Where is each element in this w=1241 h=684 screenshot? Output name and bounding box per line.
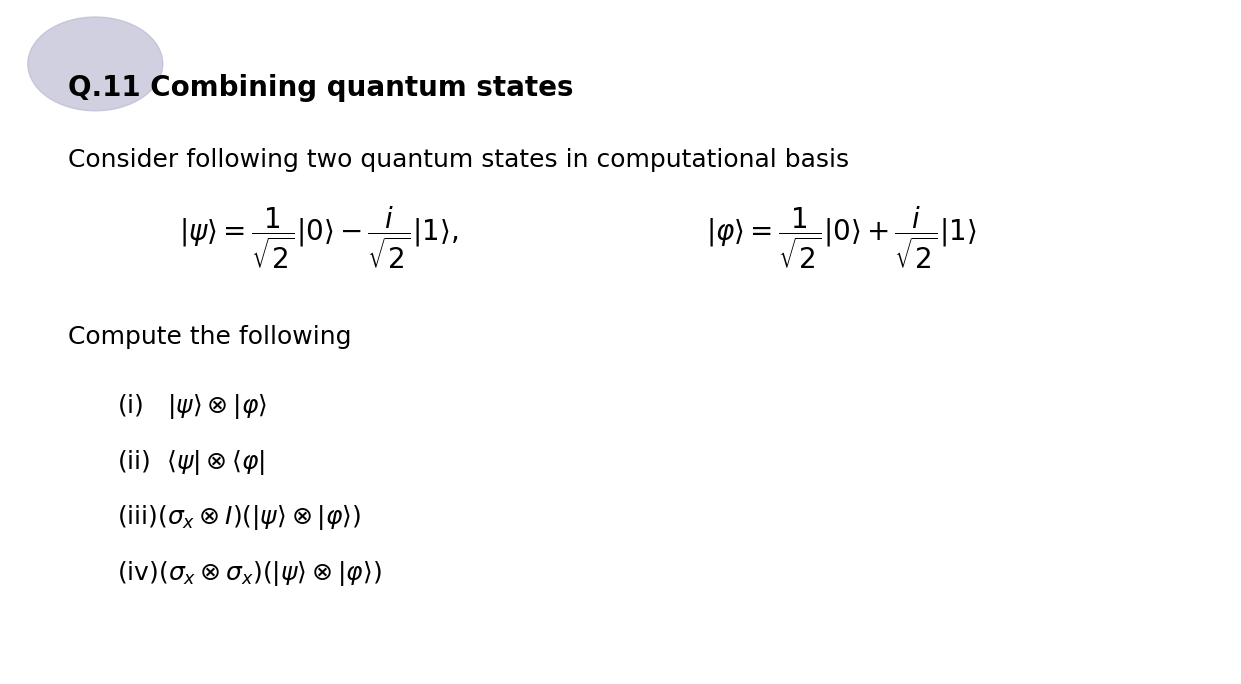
Text: $|\varphi\rangle = \dfrac{1}{\sqrt{2}}|0\rangle + \dfrac{i}{\sqrt{2}}|1\rangle$: $|\varphi\rangle = \dfrac{1}{\sqrt{2}}|0… [706, 205, 977, 272]
Text: $|\psi\rangle = \dfrac{1}{\sqrt{2}}|0\rangle - \dfrac{i}{\sqrt{2}}|1\rangle,$: $|\psi\rangle = \dfrac{1}{\sqrt{2}}|0\ra… [179, 205, 458, 272]
Text: Consider following two quantum states in computational basis: Consider following two quantum states in… [68, 148, 849, 172]
Text: (i)   $|\psi\rangle\otimes|\varphi\rangle$: (i) $|\psi\rangle\otimes|\varphi\rangle$ [118, 392, 268, 421]
Text: (iii)$(\sigma_x\otimes I)(|\psi\rangle\otimes|\varphi\rangle)$: (iii)$(\sigma_x\otimes I)(|\psi\rangle\o… [118, 503, 361, 533]
Text: Compute the following: Compute the following [68, 326, 351, 350]
Ellipse shape [27, 17, 163, 111]
Text: (ii)  $\langle\psi|\otimes\langle\varphi|$: (ii) $\langle\psi|\otimes\langle\varphi|… [118, 448, 266, 477]
Text: Q.11 Combining quantum states: Q.11 Combining quantum states [68, 74, 573, 102]
Text: (iv)$(\sigma_x\otimes\sigma_x)(|\psi\rangle\otimes|\varphi\rangle)$: (iv)$(\sigma_x\otimes\sigma_x)(|\psi\ran… [118, 559, 382, 588]
